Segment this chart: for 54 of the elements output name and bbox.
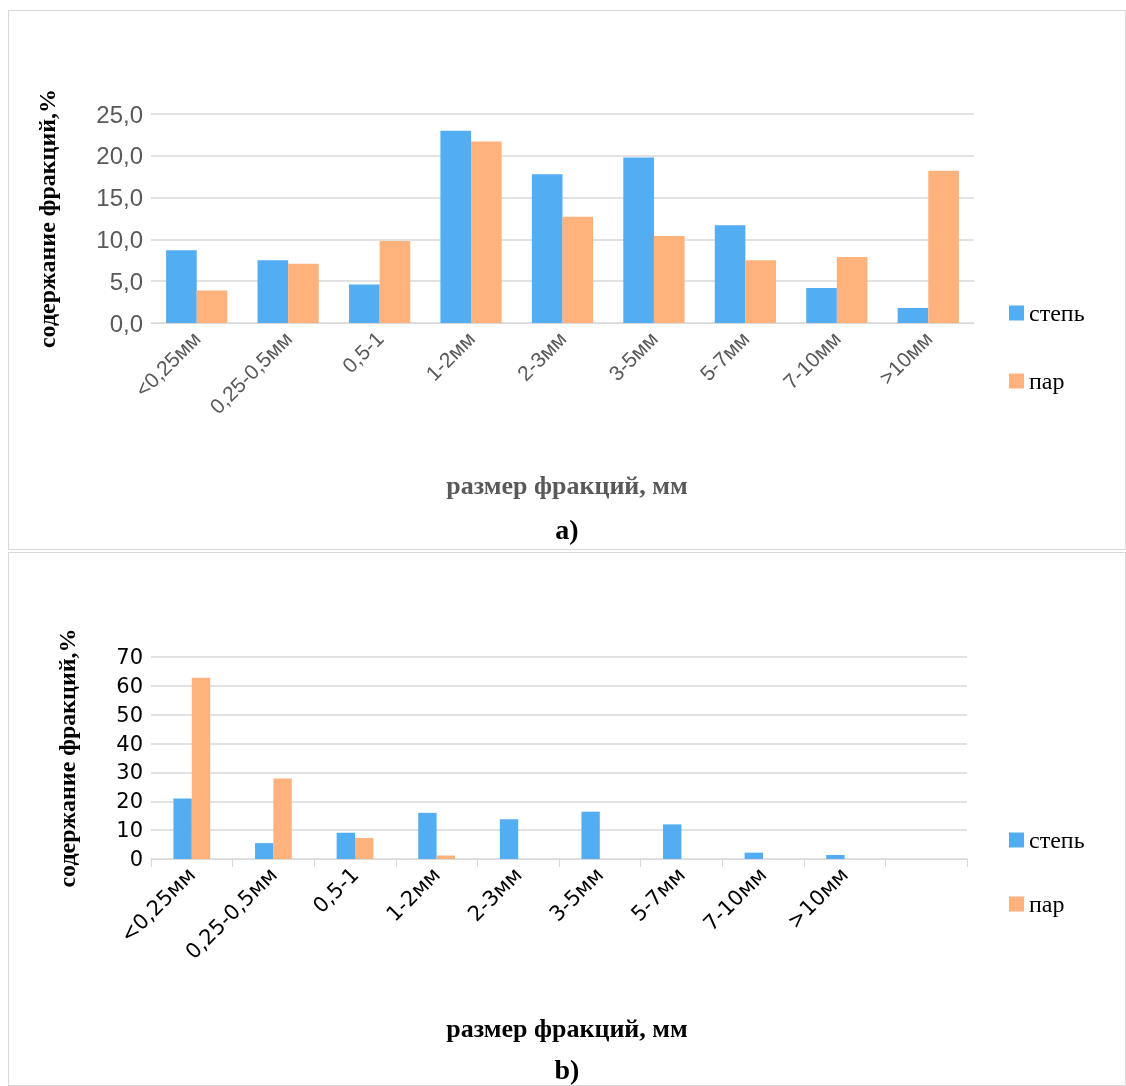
- legend-label: степь: [1029, 300, 1085, 326]
- y-tick-label: 50: [116, 702, 143, 727]
- bar: [471, 141, 502, 323]
- y-tick-label: 60: [116, 673, 143, 698]
- y-tick-label: 25,0: [96, 100, 143, 128]
- bar: [562, 216, 594, 323]
- bar: [288, 263, 319, 323]
- bar: [653, 236, 685, 323]
- bar: [499, 819, 519, 859]
- bar: [173, 798, 192, 859]
- x-axis-title: размер фракций, мм: [446, 1013, 688, 1043]
- y-tick-label: 70: [116, 645, 143, 669]
- bar: [191, 677, 211, 859]
- bar: [663, 824, 682, 859]
- bar: [257, 260, 289, 323]
- bar: [336, 832, 355, 859]
- bar: [623, 157, 654, 323]
- y-tick-label: 10,0: [96, 225, 143, 253]
- x-axis-title: размер фракций, мм: [446, 470, 688, 500]
- bar: [897, 307, 929, 323]
- bar: [928, 170, 959, 323]
- bar: [531, 174, 563, 323]
- y-tick-label: 5,0: [109, 267, 143, 295]
- bar: [745, 260, 777, 323]
- y-tick-label: 40: [116, 731, 143, 756]
- y-tick-label: 15,0: [96, 184, 143, 212]
- text: a): [555, 513, 579, 545]
- y-axis-title: содержание фракций,%: [34, 88, 60, 349]
- legend-label: пар: [1029, 891, 1065, 917]
- bar: [806, 287, 837, 323]
- bar: [196, 290, 228, 323]
- y-tick-label: 0: [129, 847, 143, 871]
- bar: [348, 284, 380, 323]
- y-tick-label: 0,0: [109, 309, 143, 337]
- bar: [744, 852, 763, 859]
- y-axis-title: содержание фракций,%: [54, 628, 80, 888]
- bar: [255, 843, 274, 859]
- legend-label: пар: [1029, 368, 1065, 394]
- bar: [379, 241, 411, 323]
- bar: [714, 225, 746, 323]
- text: b): [554, 1053, 580, 1085]
- bar: [440, 130, 472, 323]
- bar: [273, 778, 292, 859]
- y-tick-label: 20: [116, 789, 143, 814]
- bar: [355, 837, 374, 859]
- bar: [836, 256, 868, 323]
- y-tick-label: 30: [116, 760, 143, 785]
- y-tick-label: 10: [116, 818, 143, 843]
- legend-label: степь: [1029, 827, 1085, 853]
- y-tick-label: 20,0: [96, 142, 143, 170]
- bar: [418, 812, 437, 859]
- bar: [581, 811, 600, 859]
- bar: [166, 250, 197, 323]
- bar: [826, 854, 845, 859]
